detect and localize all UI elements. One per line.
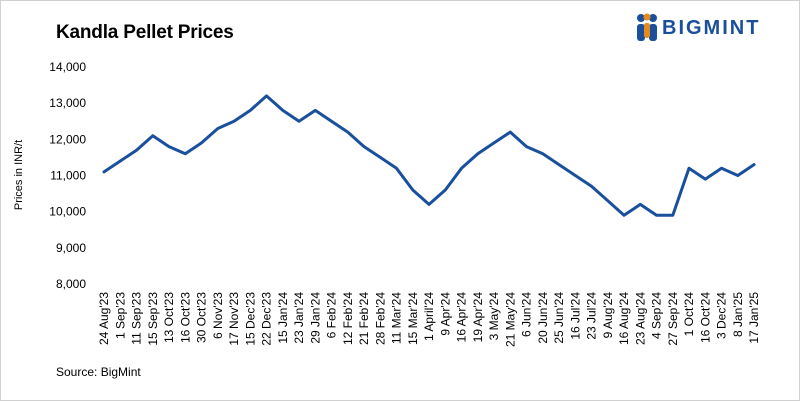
series-group xyxy=(102,94,756,217)
x-tick-label: 23 Jul'24 xyxy=(585,292,599,340)
y-tick-label: 9,000 xyxy=(56,241,86,255)
x-tick-label: 3 Dec'24 xyxy=(715,292,729,339)
x-tick-label: 6 Nov'23 xyxy=(211,292,225,339)
x-axis: 24 Aug'23 1 Sep'23 11 Sep'23 15 Sep'23 13 Oc… xyxy=(97,292,761,347)
y-tick-label: 11,000 xyxy=(50,169,86,183)
x-tick-label: 15 Mar'24 xyxy=(406,292,420,345)
x-tick-label: 1 Oct'24 xyxy=(682,292,696,337)
x-tick-label: 15 Dec'23 xyxy=(243,292,257,346)
x-tick-label: 9 Aug'24 xyxy=(601,292,615,339)
x-tick-label: 17 Jan'25 xyxy=(747,292,761,344)
x-tick-label: 16 Oct'24 xyxy=(698,292,712,343)
y-tick-label: 12,000 xyxy=(49,132,86,146)
source-note: Source: BigMint xyxy=(56,365,141,379)
x-tick-label: 16 Aug'24 xyxy=(617,292,631,345)
price-series-line xyxy=(102,94,756,217)
x-tick-label: 29 Jan'24 xyxy=(308,292,322,344)
x-tick-label: 16 Apr'24 xyxy=(455,292,469,343)
x-tick-label: 8 Jan'25 xyxy=(731,292,745,337)
x-tick-label: 19 Apr'24 xyxy=(471,292,485,343)
x-tick-label: 20 Jun'24 xyxy=(536,292,550,344)
x-tick-label: 1 Sep'23 xyxy=(113,292,127,339)
x-tick-label: 9 Apr'24 xyxy=(438,292,452,336)
x-tick-label: 30 Oct'23 xyxy=(195,292,209,343)
bigmint-logo-icon xyxy=(637,13,657,41)
x-tick-label: 21 Feb'24 xyxy=(357,292,371,345)
x-tick-label: 25 Jun'24 xyxy=(552,292,566,344)
x-tick-label: 16 Oct'23 xyxy=(178,292,192,343)
x-tick-label: 13 Oct'23 xyxy=(162,292,176,343)
x-tick-label: 24 Aug'23 xyxy=(97,292,111,345)
y-tick-label: 14,000 xyxy=(49,60,86,74)
x-tick-label: 17 Nov'23 xyxy=(227,292,241,346)
x-tick-label: 1 April'24 xyxy=(422,292,436,341)
y-axis-label: Prices in INR/t xyxy=(13,140,25,210)
x-tick-label: 28 Feb'24 xyxy=(373,292,387,345)
x-tick-label: 3 May'24 xyxy=(487,292,501,341)
x-tick-label: 21 May'24 xyxy=(503,292,517,347)
x-tick-label: 23 Aug'24 xyxy=(633,292,647,345)
x-tick-label: 23 Jan'24 xyxy=(292,292,306,344)
x-tick-label: 11 Mar'24 xyxy=(390,292,404,344)
x-tick-label: 27 Sep'24 xyxy=(666,292,680,346)
x-tick-label: 4 Sep'24 xyxy=(650,292,664,339)
bigmint-logo-text: BIGMINT xyxy=(662,16,761,39)
x-tick-label: 11 Sep'23 xyxy=(130,292,144,345)
x-tick-label: 6 Jun'24 xyxy=(520,292,534,337)
bigmint-logo: BIGMINT xyxy=(636,10,760,46)
x-tick-label: 16 Jul'24 xyxy=(568,292,582,340)
x-tick-label: 15 Sep'23 xyxy=(146,292,160,346)
chart-title: Kandla Pellet Prices xyxy=(56,22,234,43)
y-axis: 8,000 9,000 10,000 11,000 12,000 13,000 14,000 xyxy=(49,60,86,291)
x-tick-label: 12 Feb'24 xyxy=(341,292,355,345)
y-tick-label: 8,000 xyxy=(56,277,86,291)
y-tick-label: 10,000 xyxy=(49,205,86,219)
y-tick-label: 13,000 xyxy=(49,96,86,110)
x-tick-label: 15 Jan'24 xyxy=(276,292,290,344)
x-tick-label: 6 Feb'24 xyxy=(325,292,339,339)
x-tick-label: 22 Dec'23 xyxy=(260,292,274,346)
